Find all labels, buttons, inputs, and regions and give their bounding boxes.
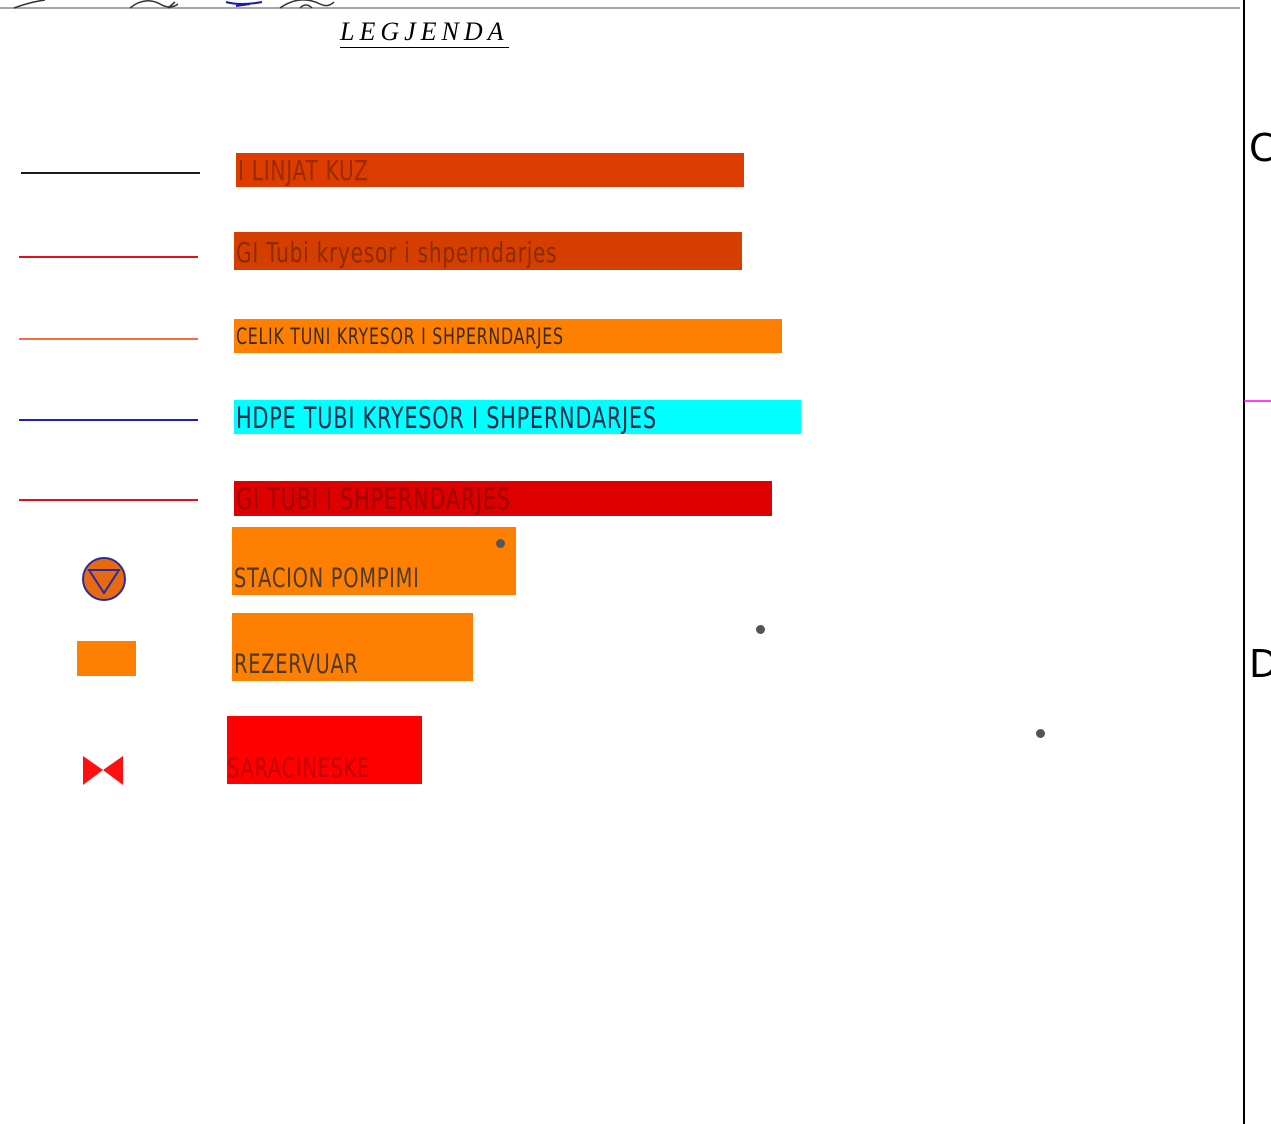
valve-icon [83, 756, 123, 785]
reservoir-icon [77, 641, 136, 676]
label-text: CELIK TUNI KRYESOR I SHPERNDARJES [236, 323, 564, 353]
label-stacion-pompimi: STACION POMPIMI [232, 527, 516, 595]
pump-station-icon [83, 558, 125, 600]
side-label-c: C [1249, 129, 1271, 167]
point-marker [756, 625, 765, 634]
label-text: GI TUBI I SHPERNDARJES [236, 482, 511, 516]
label-gi-tubi-shperndarjes: GI TUBI I SHPERNDARJES [234, 481, 772, 516]
label-rezervuar: REZERVUAR [232, 613, 473, 681]
label-hdpe-tubi: HDPE TUBI KRYESOR I SHPERNDARJES [234, 400, 801, 434]
label-text: STACION POMPIMI [234, 563, 420, 595]
point-marker [1036, 729, 1045, 738]
side-label-d: D [1249, 645, 1271, 683]
label-text: GI Tubi kryesor i shperndarjes [236, 236, 557, 270]
label-celik-tuni: CELIK TUNI KRYESOR I SHPERNDARJES [234, 319, 782, 353]
label-i-linjat-kuz: I LINJAT KUZ [236, 153, 744, 187]
map-fragment-blue [226, 2, 262, 6]
label-text: HDPE TUBI KRYESOR I SHPERNDARJES [236, 402, 657, 434]
point-marker [496, 539, 505, 548]
label-gi-tubi-kryesor: GI Tubi kryesor i shperndarjes [234, 232, 742, 270]
label-text: SARACINESKE [227, 754, 370, 784]
legend-title: LEGJENDA [340, 18, 509, 48]
label-saracineske: SARACINESKE [227, 716, 422, 784]
map-fragment [14, 0, 334, 8]
label-text: REZERVUAR [234, 649, 359, 681]
label-text: I LINJAT KUZ [238, 155, 369, 187]
